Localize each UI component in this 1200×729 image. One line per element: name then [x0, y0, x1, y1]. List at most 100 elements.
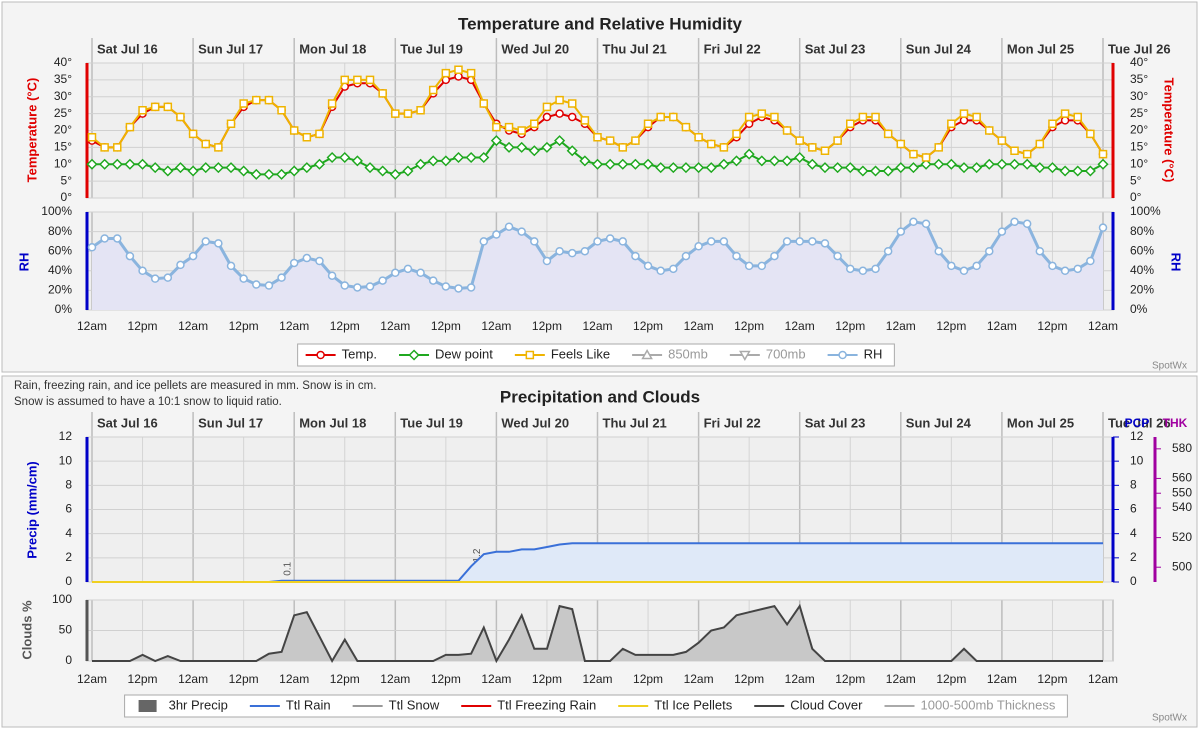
x-tick-label: 12am	[279, 319, 309, 333]
y-tick-label: 20%	[48, 283, 72, 297]
legend-label: 700mb	[766, 346, 806, 361]
marker	[844, 162, 856, 174]
marker	[1035, 246, 1045, 256]
y-tick-label: 30°	[1130, 89, 1148, 103]
marker	[225, 162, 237, 174]
marker	[327, 271, 337, 280]
marker	[808, 143, 817, 152]
marker	[997, 136, 1007, 145]
marker	[503, 141, 515, 153]
marker	[239, 274, 248, 283]
marker	[617, 158, 629, 170]
legend-label: Ttl Rain	[286, 697, 331, 712]
marker	[1086, 256, 1095, 266]
y-tick-label: 35°	[1130, 72, 1148, 86]
marker	[212, 162, 224, 174]
marker	[100, 234, 109, 243]
marker	[795, 136, 804, 145]
source: SpotWx	[1152, 361, 1187, 372]
marker	[1046, 162, 1059, 174]
day-label: Tue Jul 26	[1108, 41, 1171, 56]
day-label: Tue Jul 19	[400, 415, 463, 430]
marker	[858, 266, 868, 276]
marker	[631, 136, 640, 145]
marker	[770, 112, 779, 122]
legend-label: Ttl Snow	[389, 697, 440, 712]
marker	[415, 158, 427, 170]
marker	[428, 276, 438, 285]
y3-tick-label: 500	[1172, 559, 1192, 573]
marker	[163, 102, 173, 112]
y-tick-label: 80%	[1130, 224, 1154, 238]
marker	[719, 143, 729, 152]
day-label: Wed Jul 20	[501, 41, 569, 56]
marker	[846, 264, 855, 274]
legend-label: 850mb	[668, 346, 708, 361]
y-tick-label: 8	[65, 478, 72, 492]
marker	[1060, 109, 1070, 118]
marker	[681, 251, 691, 261]
marker	[768, 155, 780, 167]
marker	[289, 258, 299, 268]
marker	[416, 106, 425, 115]
y2-tick-label: 6	[1130, 502, 1137, 516]
y-tick-label: 0	[65, 574, 72, 588]
marker	[580, 246, 590, 256]
y-tick-label: 4	[65, 526, 72, 540]
x-tick-label: 12am	[582, 319, 612, 333]
marker	[125, 122, 135, 132]
marker	[1010, 217, 1019, 227]
day-label: Mon Jul 18	[299, 415, 366, 430]
legend: 3hr Precip Ttl Rain Ttl Snow Ttl Freezing R…	[124, 694, 1068, 718]
y-tick-label: 60%	[48, 243, 72, 257]
marker	[541, 141, 553, 153]
marker	[339, 151, 351, 164]
x-tick-label: 12pm	[431, 319, 461, 333]
marker	[1034, 162, 1046, 174]
marker	[492, 122, 501, 132]
marker	[150, 102, 160, 112]
marker	[833, 251, 842, 261]
x-tick-label: 12pm	[431, 672, 461, 686]
marker	[1010, 146, 1019, 155]
marker	[391, 268, 400, 278]
y-tick-label: 0%	[55, 302, 73, 316]
marker	[593, 133, 602, 142]
y-tick-label: 0°	[1130, 190, 1142, 204]
legend-label: Cloud Cover	[790, 697, 863, 712]
marker	[1098, 149, 1108, 159]
marker	[365, 282, 375, 291]
y-tick-label: 15°	[1130, 140, 1148, 154]
legend-swatch	[138, 700, 157, 712]
marker	[315, 129, 324, 139]
chart-title: Temperature and Relative Humidity	[458, 14, 743, 33]
series-line	[92, 603, 1103, 664]
y-tick-label: 5°	[61, 173, 73, 187]
marker	[656, 266, 665, 276]
legend-label: Ttl Freezing Rain	[497, 697, 596, 712]
marker	[174, 162, 187, 174]
day-label: Sun Jul 17	[198, 415, 263, 430]
day-label: Sat Jul 23	[805, 41, 866, 56]
x-tick-label: 12pm	[532, 319, 562, 333]
marker	[757, 109, 767, 118]
marker	[378, 89, 387, 98]
marker	[820, 146, 830, 155]
x-tick-label: 12am	[279, 672, 309, 686]
x-tick-label: 12pm	[936, 672, 966, 686]
marker	[452, 151, 465, 164]
marker	[428, 85, 438, 95]
legend-label: Temp.	[342, 346, 377, 361]
marker	[454, 284, 463, 293]
y-axis-label: Precip (mm/cm)	[24, 461, 39, 559]
day-label: Sat Jul 23	[805, 415, 866, 430]
marker	[288, 165, 300, 177]
legend: Temp. Dew point Feels Like 850mb 700mb RH	[297, 343, 895, 367]
marker	[454, 65, 463, 74]
marker	[479, 237, 489, 246]
marker	[604, 158, 616, 170]
marker	[838, 350, 847, 360]
day-label: Thu Jul 21	[603, 41, 667, 56]
marker	[111, 158, 123, 170]
